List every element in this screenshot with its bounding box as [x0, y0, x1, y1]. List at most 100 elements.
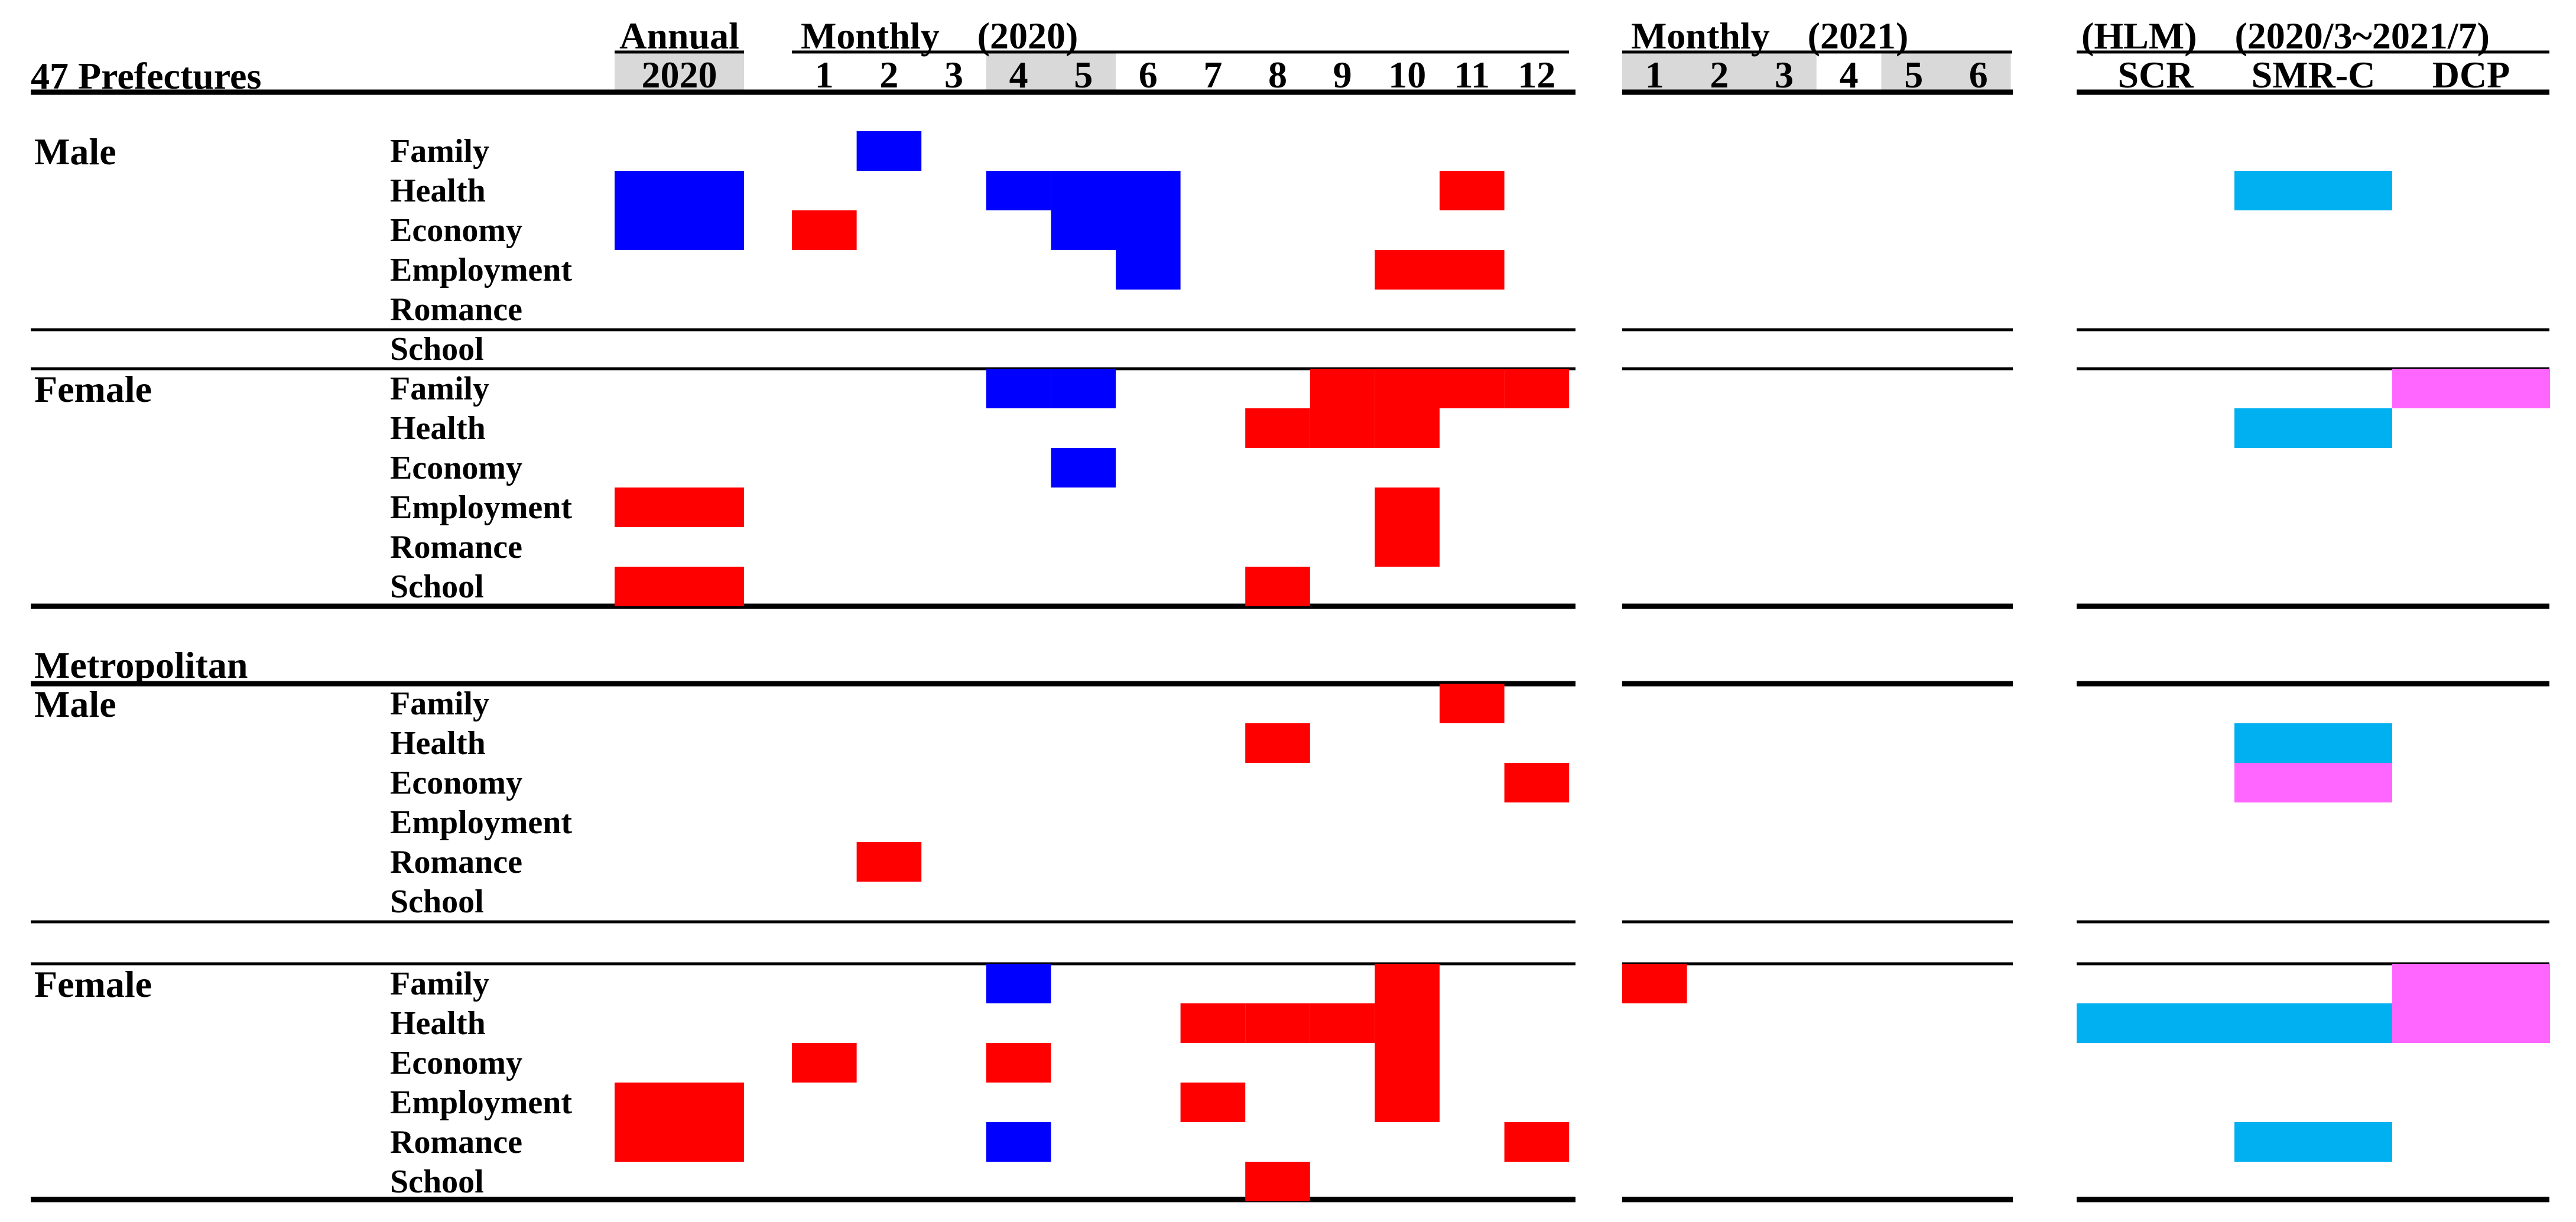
- heat-cell: [1116, 210, 1181, 250]
- hlm-col-label: SMR-C: [2252, 54, 2376, 96]
- heat-cell: [1375, 488, 1440, 527]
- month-2021-label: 1: [1645, 54, 1664, 96]
- month-2020-label: 7: [1203, 54, 1222, 96]
- row-label: School: [390, 883, 484, 920]
- row-label: Economy: [390, 450, 522, 486]
- heat-cell: [1440, 171, 1505, 210]
- row-label: School: [390, 568, 484, 605]
- sex-label: Female: [34, 963, 152, 1005]
- heat-cell: [1375, 1083, 1440, 1122]
- header-shade-m2021-1-3: [1622, 52, 1817, 92]
- heat-cell: [1245, 1162, 1310, 1201]
- heat-cell: [2234, 408, 2392, 448]
- monthly-2020-title: Monthly (2020): [801, 15, 1078, 57]
- annual-title: Annual: [619, 15, 739, 57]
- heat-cell: [1116, 171, 1181, 210]
- row-label: Economy: [390, 1045, 522, 1081]
- heat-cell: [1051, 369, 1116, 408]
- month-2020-label: 9: [1333, 54, 1352, 96]
- sex-label: Male: [34, 131, 116, 173]
- heat-cell: [2234, 763, 2392, 802]
- heat-cell: [1440, 369, 1505, 408]
- row-label: Health: [390, 410, 486, 447]
- heat-cell: [792, 1043, 857, 1083]
- month-2021-label: 2: [1710, 54, 1729, 96]
- heat-cell: [615, 1083, 744, 1122]
- row-label: School: [390, 1164, 484, 1200]
- heat-cell: [615, 1122, 744, 1162]
- month-2021-label: 4: [1840, 54, 1859, 96]
- heat-cell: [2392, 964, 2550, 1003]
- heat-cell: [2234, 723, 2392, 763]
- row-label: Romance: [390, 1124, 522, 1161]
- heat-cell: [2392, 369, 2550, 408]
- row-label: Romance: [390, 291, 522, 328]
- heat-cell: [2234, 1122, 2392, 1162]
- heat-cell: [615, 567, 744, 606]
- row-label: School: [390, 331, 484, 368]
- hlm-col-label: DCP: [2432, 54, 2510, 96]
- header-shade-m2021-5-6: [1881, 52, 2011, 92]
- heat-cell: [1375, 408, 1440, 448]
- month-2020-label: 2: [879, 54, 898, 96]
- heat-cell: [856, 842, 922, 882]
- heat-cell: [1245, 567, 1310, 606]
- heat-cell: [1051, 448, 1116, 488]
- row-label: Economy: [390, 765, 522, 801]
- hlm-title: (HLM) (2020/3~2021/7): [2081, 15, 2490, 57]
- month-2021-label: 5: [1904, 54, 1923, 96]
- month-2020-label: 11: [1454, 54, 1490, 96]
- month-2020-label: 6: [1139, 54, 1158, 96]
- heat-cell: [986, 369, 1051, 408]
- heat-cell: [1180, 1083, 1246, 1122]
- heat-cell: [1375, 250, 1440, 290]
- heat-cell: [1622, 964, 1687, 1003]
- row-label: Employment: [390, 1084, 572, 1121]
- heat-cell: [1245, 723, 1310, 763]
- metropolitan-label: Metropolitan: [34, 644, 248, 686]
- month-2020-label: 4: [1009, 54, 1028, 96]
- row-label: Romance: [390, 844, 522, 880]
- month-2020-label: 3: [944, 54, 963, 96]
- row-label: Family: [390, 133, 489, 170]
- heat-cell: [1245, 408, 1310, 448]
- heat-cell: [1051, 210, 1116, 250]
- heat-cell: [1504, 1122, 1570, 1162]
- heat-cell: [986, 964, 1051, 1003]
- heat-cell: [1245, 1003, 1310, 1043]
- row-label: Economy: [390, 212, 522, 249]
- sex-label: Female: [34, 368, 152, 410]
- row-label: Employment: [390, 489, 572, 526]
- heat-cell: [2077, 1003, 2234, 1043]
- heat-cell: [1375, 1043, 1440, 1083]
- heat-cell: [1180, 1003, 1246, 1043]
- month-2021-label: 6: [1969, 54, 1988, 96]
- row-label: Health: [390, 725, 486, 762]
- heat-cell: [615, 171, 744, 210]
- month-2020-label: 10: [1388, 54, 1426, 96]
- heat-cell: [1310, 1003, 1375, 1043]
- heat-cell: [1504, 369, 1570, 408]
- heat-cell: [792, 210, 857, 250]
- heat-cell: [1504, 763, 1570, 802]
- monthly-2021-title: Monthly (2021): [1631, 15, 1908, 57]
- row-label: Health: [390, 1005, 486, 1042]
- month-2020-label: 5: [1074, 54, 1093, 96]
- row-label: Family: [390, 966, 489, 1002]
- heat-cell: [986, 1043, 1051, 1083]
- heat-cell: [615, 488, 744, 527]
- month-2021-label: 3: [1775, 54, 1794, 96]
- header-shade-annual: [615, 52, 744, 92]
- heat-cell: [2234, 171, 2392, 210]
- heat-cell: [615, 210, 744, 250]
- annual-col-label: 2020: [642, 54, 717, 96]
- header-shade-m2020-4-5: [986, 52, 1116, 92]
- heat-cell: [1051, 171, 1116, 210]
- heat-cell: [1440, 250, 1505, 290]
- heat-cell: [1375, 964, 1440, 1003]
- row-label: Family: [390, 370, 489, 407]
- row-label: Employment: [390, 252, 572, 288]
- heat-cell: [856, 131, 922, 171]
- row-label: Family: [390, 685, 489, 722]
